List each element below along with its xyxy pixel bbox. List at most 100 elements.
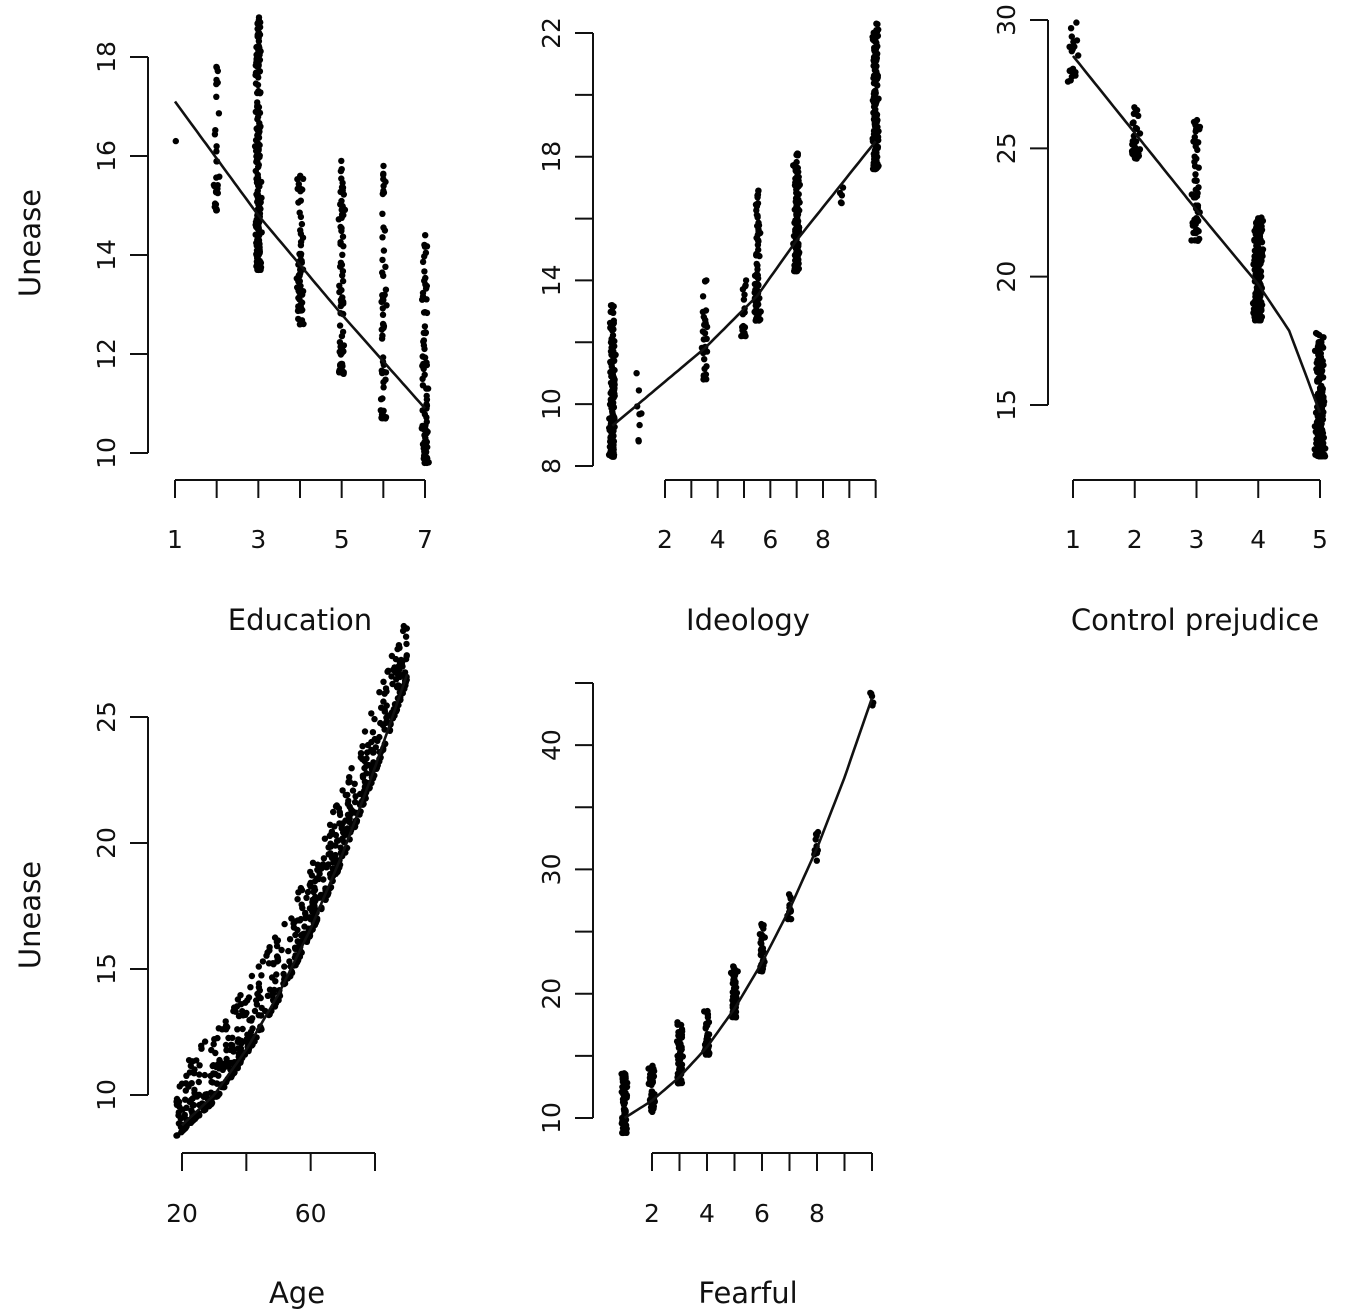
data-point [255,60,262,67]
data-point [210,1070,217,1077]
data-point [619,1129,626,1136]
data-point [874,82,881,89]
data-point [264,992,272,999]
data-point [307,868,314,876]
data-point [1251,247,1259,254]
data-point [423,418,430,426]
data-point [212,201,220,208]
x-tick-label: 7 [417,525,433,554]
data-point [215,110,223,117]
data-point [395,642,403,649]
data-point [306,914,313,921]
data-point [336,322,344,329]
data-point [610,413,618,421]
data-point [1195,139,1202,146]
data-point [397,656,405,664]
data-point [349,787,357,794]
data-point [379,305,386,312]
data-point [1253,237,1260,244]
data-point [635,437,642,444]
data-point [421,354,429,361]
data-point [620,1119,628,1126]
data-point [311,906,319,913]
data-point [609,345,616,352]
y-tick-label: 25 [992,132,1021,164]
data-point [381,291,388,299]
data-point [183,1104,190,1112]
x-tick-label: 8 [809,1199,825,1228]
data-point [793,255,800,263]
data-point [176,1083,183,1090]
data-point [372,744,379,751]
data-point [348,765,355,772]
data-point [383,702,390,709]
data-point [674,1052,681,1060]
data-point [257,1012,265,1019]
data-point [1253,314,1260,322]
data-point [1317,356,1325,363]
data-point [300,930,308,937]
data-point [813,857,820,864]
data-point [1255,215,1262,222]
data-point [382,263,389,270]
data-point [383,718,391,725]
data-point [299,234,307,241]
data-point [256,152,263,159]
data-point [403,640,410,648]
y-tick-label: 16 [92,140,121,172]
data-point [1256,305,1263,312]
data-point [390,666,397,673]
data-point [195,1078,202,1086]
data-point [620,1101,628,1109]
data-point [758,922,766,930]
data-point [380,162,387,170]
data-point [255,251,262,259]
data-point [608,337,615,344]
data-point [1129,120,1136,127]
data-point [339,179,346,187]
data-point [332,803,340,810]
data-point [339,369,346,377]
x-tick-label: 1 [1065,525,1081,554]
data-point [252,69,260,77]
data-point [296,250,303,258]
data-point [336,282,343,289]
data-point [702,307,710,314]
data-point [339,277,347,285]
data-point [871,147,879,154]
x-tick-label: 6 [762,525,778,554]
data-point [172,137,179,145]
data-point [704,1031,711,1038]
data-point [1314,368,1321,376]
data-point [251,1007,259,1015]
data-point [368,710,375,717]
data-point [361,728,369,735]
data-point [320,855,328,862]
data-point [872,110,879,117]
data-point [837,199,845,206]
scatter-points [1064,19,1329,460]
data-point [872,87,879,95]
data-point [337,167,345,175]
data-point [606,424,613,432]
data-point [646,1074,654,1082]
data-point [420,338,427,345]
data-point [605,451,613,458]
data-point [337,844,344,851]
data-point [286,958,293,965]
data-point [298,220,306,228]
data-point [610,387,618,394]
data-point [335,216,342,223]
data-point [753,207,760,214]
x-axis-title: Age [269,1276,325,1310]
data-point [424,385,432,392]
data-point [422,232,429,239]
data-point [751,308,758,316]
data-point [1188,237,1195,244]
x-tick-label: 60 [295,1199,327,1228]
x-axis-title: Education [228,603,372,637]
data-point [296,185,304,192]
data-point [421,277,428,284]
y-tick-label: 8 [537,458,566,474]
data-point [678,1026,686,1033]
